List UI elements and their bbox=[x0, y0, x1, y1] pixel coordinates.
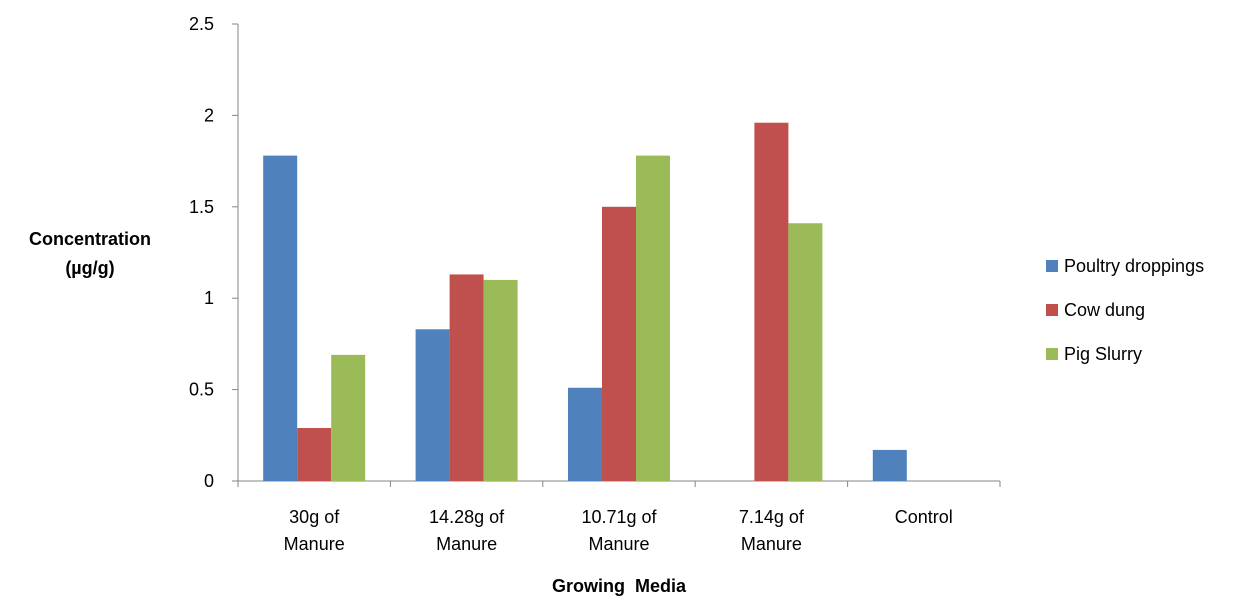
legend-swatch bbox=[1046, 304, 1058, 316]
x-tick-label: 7.14g of bbox=[739, 507, 805, 527]
x-tick-label: Control bbox=[895, 507, 953, 527]
x-tick-label: Manure bbox=[588, 534, 649, 554]
x-tick-label: Manure bbox=[741, 534, 802, 554]
y-tick-label: 0 bbox=[204, 471, 214, 491]
bar-pig-slurry bbox=[331, 354, 366, 481]
x-tick-label: 30g of bbox=[289, 507, 340, 527]
bar-pig-slurry bbox=[636, 155, 670, 481]
bar-poultry-droppings bbox=[415, 329, 450, 481]
bar-cow-dung bbox=[602, 206, 636, 482]
y-axis-title-line-1: Concentration bbox=[29, 229, 151, 249]
bar-cow-dung bbox=[754, 122, 789, 481]
x-axis-title: Growing Media bbox=[552, 576, 687, 596]
bar-poultry-droppings bbox=[568, 387, 602, 481]
legend-label: Pig Slurry bbox=[1064, 344, 1142, 364]
bar-pig-slurry bbox=[788, 223, 823, 481]
x-tick-label: 14.28g of bbox=[429, 507, 505, 527]
bar-poultry-droppings bbox=[263, 155, 298, 481]
legend-swatch bbox=[1046, 348, 1058, 360]
legend-label: Poultry droppings bbox=[1064, 256, 1204, 276]
legend-label: Cow dung bbox=[1064, 300, 1145, 320]
bar-pig-slurry bbox=[483, 279, 518, 481]
y-tick-label: 2 bbox=[204, 105, 214, 125]
x-tick-label: Manure bbox=[284, 534, 345, 554]
y-tick-label: 0.5 bbox=[189, 380, 214, 400]
y-axis: 0 0.5 1 1.5 2 2.5 bbox=[189, 14, 239, 491]
y-axis-title-line-2: (µg/g) bbox=[65, 258, 114, 278]
x-axis: 30g of Manure 14.28g of Manure 10.71g of Manu… bbox=[237, 480, 1001, 554]
y-tick-label: 1 bbox=[204, 288, 214, 308]
bar-cow-dung bbox=[449, 274, 484, 481]
bar-poultry-droppings bbox=[872, 449, 907, 481]
legend: Poultry droppings Cow dung Pig Slurry bbox=[1046, 256, 1204, 364]
x-tick-label: 10.71g of bbox=[581, 507, 657, 527]
bar-cow-dung bbox=[297, 427, 332, 481]
bars bbox=[263, 122, 907, 482]
y-tick-label: 2.5 bbox=[189, 14, 214, 34]
x-tick-label: Manure bbox=[436, 534, 497, 554]
y-tick-label: 1.5 bbox=[189, 197, 214, 217]
legend-swatch bbox=[1046, 260, 1058, 272]
